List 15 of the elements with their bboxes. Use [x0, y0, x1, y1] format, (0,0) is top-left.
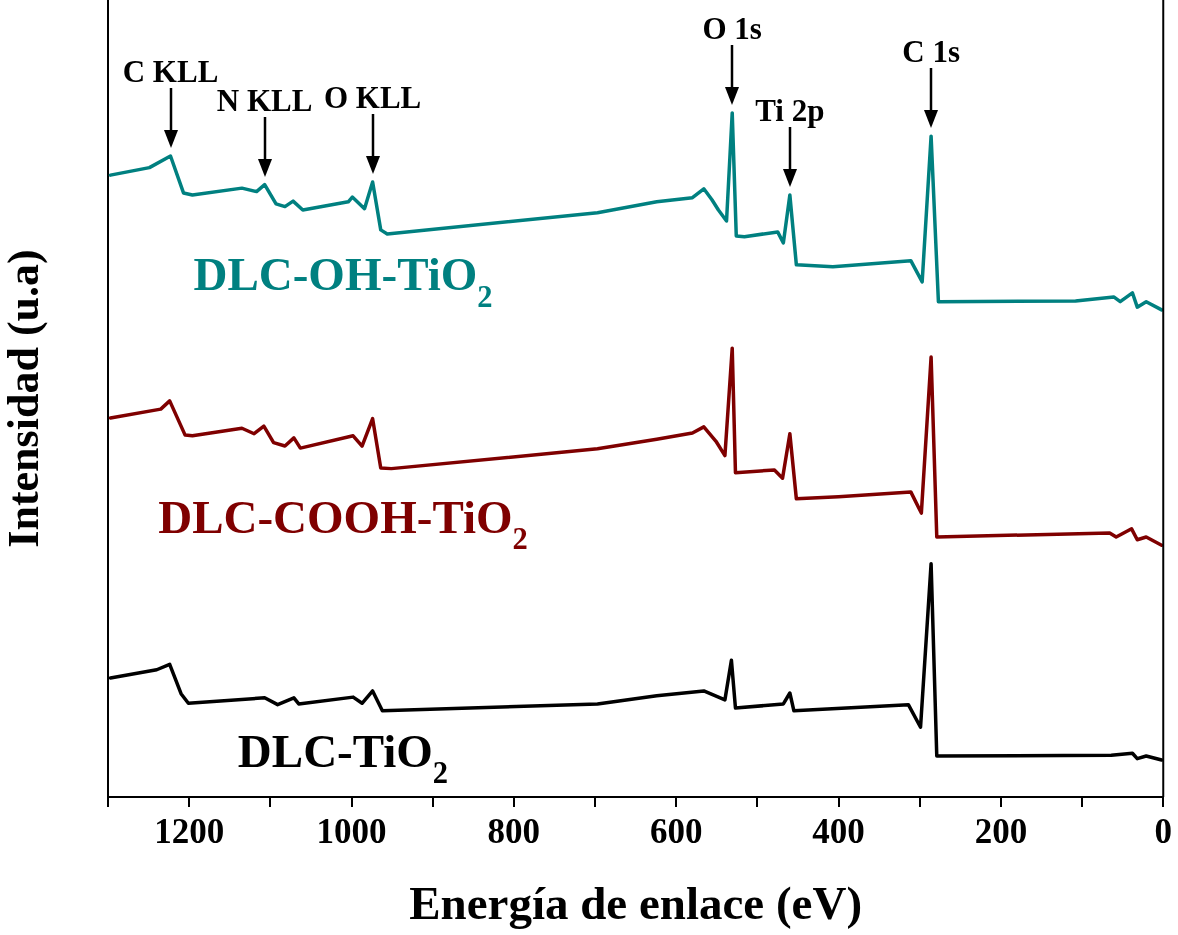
- y-axis-title: Intensidad (u.a): [0, 249, 48, 548]
- x-tick-label: 200: [974, 812, 1028, 852]
- annotation: N KLL: [216, 82, 313, 118]
- annotation: O KLL: [323, 79, 422, 115]
- x-tick-label: 0: [1154, 812, 1172, 852]
- x-axis-title: Energía de enlace (eV): [409, 876, 863, 929]
- x-tick-label: 1200: [154, 812, 225, 852]
- x-tick-label: 400: [812, 812, 865, 852]
- annotation: C KLL: [122, 53, 219, 89]
- annotation: O 1s: [702, 10, 762, 46]
- x-tick-label: 600: [649, 812, 703, 852]
- x-tick-label: 800: [487, 812, 541, 852]
- x-tick-label: 1000: [316, 812, 387, 852]
- annotation: Ti 2p: [755, 92, 825, 128]
- annotation: C 1s: [902, 34, 960, 70]
